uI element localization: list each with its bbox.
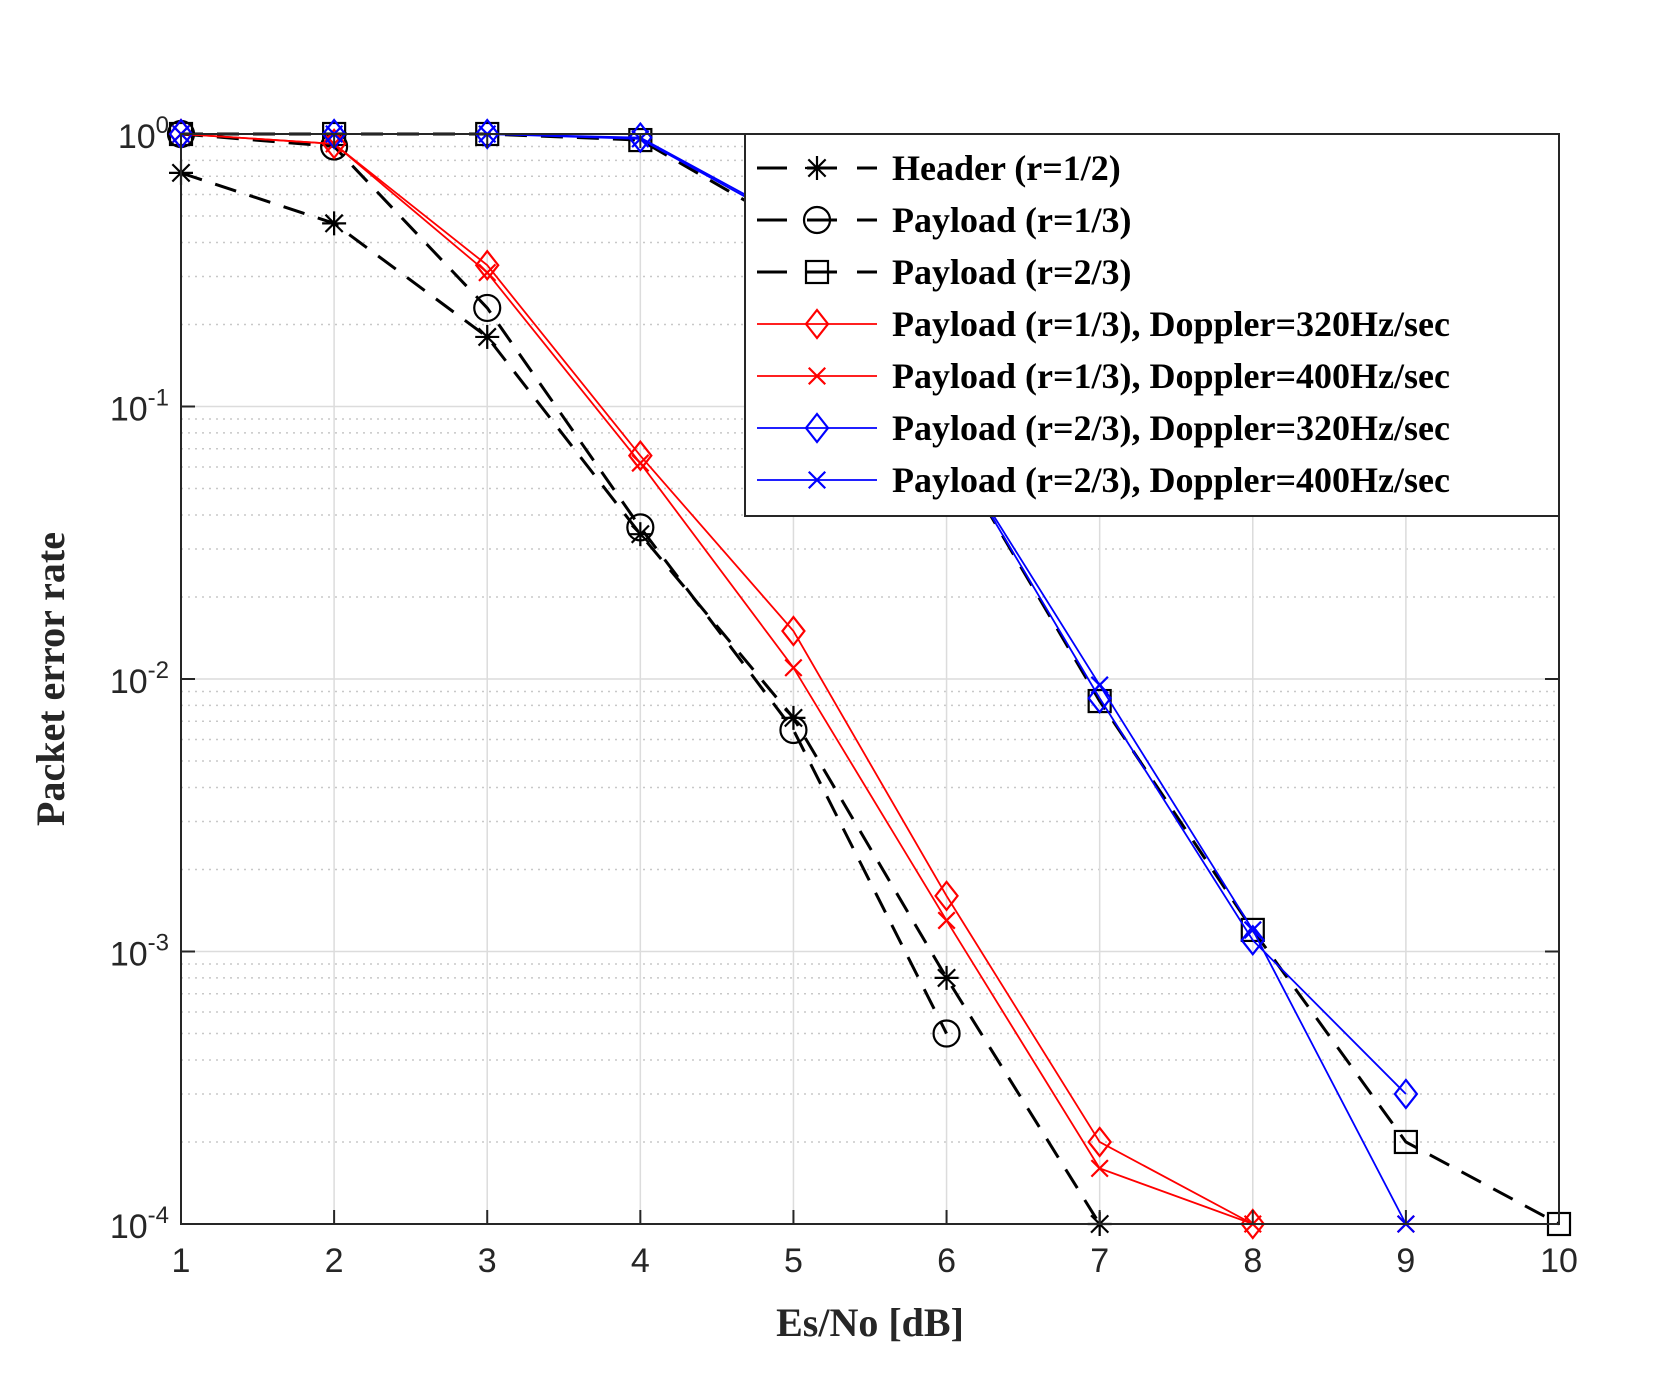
x-tick-label: 7 bbox=[1090, 1242, 1109, 1280]
x-axis-title: Es/No [dB] bbox=[776, 1300, 964, 1345]
legend-label: Payload (r=2/3) bbox=[892, 252, 1131, 292]
x-tick-label: 3 bbox=[478, 1242, 497, 1280]
data-point-x bbox=[1090, 676, 1109, 695]
data-point-circle bbox=[626, 513, 655, 542]
series-line bbox=[180, 133, 1254, 1225]
data-point-diamond bbox=[781, 615, 806, 647]
x-tick-label: 9 bbox=[1396, 1242, 1415, 1280]
legend-label: Payload (r=2/3), Doppler=400Hz/sec bbox=[892, 460, 1450, 500]
data-point-asterisk bbox=[934, 965, 959, 990]
data-point-square bbox=[1393, 1129, 1418, 1155]
legend-entry: Payload (r=1/3) bbox=[757, 200, 1131, 240]
data-point-asterisk bbox=[805, 156, 829, 180]
x-tick-label: 10 bbox=[1540, 1242, 1578, 1280]
data-point-x bbox=[807, 366, 827, 386]
data-point-diamond bbox=[934, 880, 959, 912]
legend-box bbox=[744, 133, 1560, 517]
x-tick-label: 5 bbox=[784, 1242, 803, 1280]
data-point-x bbox=[807, 470, 827, 490]
data-point-circle bbox=[932, 1019, 961, 1048]
x-tick-labels: 1 2 3 4 5 6 7 8 9 10 bbox=[172, 1242, 1578, 1280]
x-tick-label: 6 bbox=[937, 1242, 956, 1280]
y-axis-title: Packet error rate bbox=[28, 532, 73, 826]
data-point-x bbox=[478, 263, 497, 282]
legend-label: Payload (r=1/3) bbox=[892, 200, 1131, 240]
data-point-diamond bbox=[1240, 1208, 1266, 1240]
legend-label: Header (r=1/2) bbox=[892, 148, 1121, 188]
data-point-x bbox=[1243, 920, 1262, 939]
data-point-x bbox=[937, 911, 956, 930]
legend: Header (r=1/2) Payload (r=1/3) Payload (r=… bbox=[744, 133, 1560, 517]
y-tick-labels: 100 10-1 10-2 10-3 10-4 bbox=[110, 112, 169, 1246]
legend-entry: Payload (r=1/3), Doppler=320Hz/sec bbox=[757, 304, 1450, 344]
data-point-diamond bbox=[1240, 924, 1266, 957]
data-point-diamond bbox=[1393, 1078, 1419, 1110]
data-point-asterisk bbox=[475, 324, 500, 349]
legend-entry: Payload (r=2/3), Doppler=400Hz/sec bbox=[757, 460, 1450, 500]
data-point-diamond bbox=[804, 308, 830, 340]
x-tick-label: 8 bbox=[1243, 1242, 1262, 1280]
data-point-diamond bbox=[804, 412, 830, 444]
data-point-square bbox=[804, 259, 830, 285]
legend-entry: Payload (r=2/3) bbox=[757, 252, 1131, 292]
data-point-x bbox=[784, 658, 803, 677]
data-point-circle bbox=[802, 205, 832, 235]
data-point-x bbox=[1090, 1159, 1109, 1178]
data-point-asterisk bbox=[322, 211, 347, 236]
data-point-x bbox=[631, 454, 650, 473]
y-tick-label: 100 bbox=[118, 112, 169, 156]
data-point-diamond bbox=[474, 249, 500, 281]
y-tick-label: 10-2 bbox=[110, 657, 169, 701]
legend-entry: Header (r=1/2) bbox=[757, 148, 1121, 188]
series-line bbox=[180, 132, 948, 1035]
legend-label: Payload (r=1/3), Doppler=320Hz/sec bbox=[892, 304, 1450, 344]
y-tick-label: 10-1 bbox=[110, 385, 169, 429]
series-group bbox=[166, 118, 1572, 1240]
legend-entry: Payload (r=2/3), Doppler=320Hz/sec bbox=[757, 408, 1450, 448]
y-tick-label: 10-4 bbox=[110, 1202, 169, 1246]
x-tick-label: 1 bbox=[172, 1242, 191, 1280]
data-point-circle bbox=[779, 715, 808, 745]
data-point-diamond bbox=[627, 439, 653, 472]
y-tick-label: 10-3 bbox=[110, 930, 169, 974]
legend-label: Payload (r=2/3), Doppler=320Hz/sec bbox=[892, 408, 1450, 448]
legend-label: Payload (r=1/3), Doppler=400Hz/sec bbox=[892, 356, 1450, 396]
data-point-circle bbox=[473, 293, 502, 323]
data-point-diamond bbox=[1087, 1126, 1113, 1158]
legend-entry: Payload (r=1/3), Doppler=400Hz/sec bbox=[757, 356, 1450, 396]
data-point-asterisk bbox=[628, 522, 653, 547]
x-tick-label: 2 bbox=[325, 1242, 344, 1280]
x-tick-label: 4 bbox=[631, 1242, 650, 1280]
